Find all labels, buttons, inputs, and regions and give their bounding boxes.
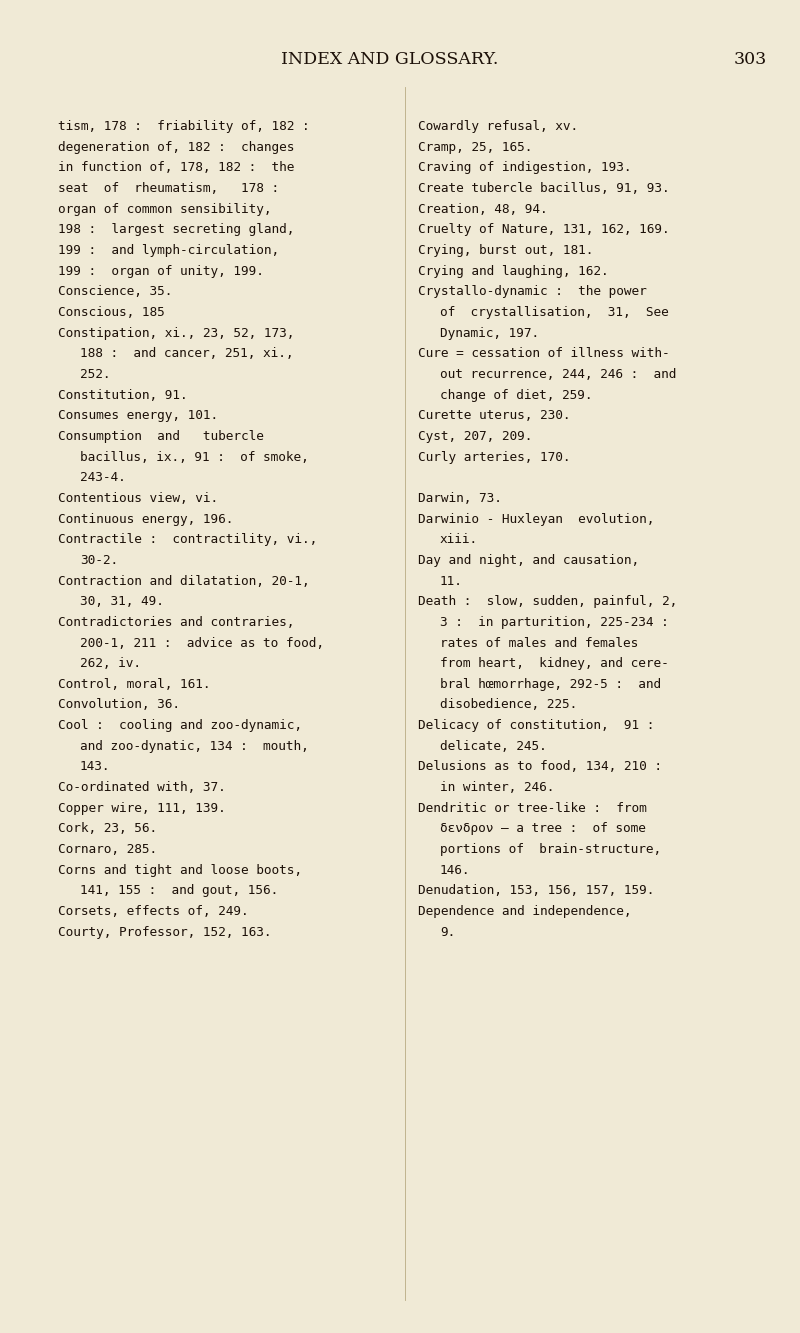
Text: 252.: 252. — [80, 368, 110, 381]
Text: degeneration of, 182 :  changes: degeneration of, 182 : changes — [58, 140, 294, 153]
Text: Co-ordinated with, 37.: Co-ordinated with, 37. — [58, 781, 226, 794]
Text: seat  of  rheumatism,   178 :: seat of rheumatism, 178 : — [58, 183, 279, 195]
Text: Courty, Professor, 152, 163.: Courty, Professor, 152, 163. — [58, 925, 271, 938]
Text: Cramp, 25, 165.: Cramp, 25, 165. — [418, 140, 532, 153]
Text: Contraction and dilatation, 20-1,: Contraction and dilatation, 20-1, — [58, 575, 310, 588]
Text: Consumption  and   tubercle: Consumption and tubercle — [58, 429, 264, 443]
Text: Cowardly refusal, xv.: Cowardly refusal, xv. — [418, 120, 578, 133]
Text: in function of, 178, 182 :  the: in function of, 178, 182 : the — [58, 161, 294, 175]
Text: and zoo-dynatic, 134 :  mouth,: and zoo-dynatic, 134 : mouth, — [80, 740, 309, 753]
Text: Corns and tight and loose boots,: Corns and tight and loose boots, — [58, 864, 302, 877]
Text: 198 :  largest secreting gland,: 198 : largest secreting gland, — [58, 224, 294, 236]
Text: change of diet, 259.: change of diet, 259. — [440, 389, 593, 401]
Text: 141, 155 :  and gout, 156.: 141, 155 : and gout, 156. — [80, 885, 278, 897]
Text: of  crystallisation,  31,  See: of crystallisation, 31, See — [440, 307, 669, 319]
Text: Curette uterus, 230.: Curette uterus, 230. — [418, 409, 570, 423]
Text: 30-2.: 30-2. — [80, 555, 118, 567]
Text: portions of  brain-structure,: portions of brain-structure, — [440, 844, 661, 856]
Text: 243-4.: 243-4. — [80, 472, 126, 484]
Text: Delusions as to food, 134, 210 :: Delusions as to food, 134, 210 : — [418, 760, 662, 773]
Text: Crying, burst out, 181.: Crying, burst out, 181. — [418, 244, 594, 257]
Text: tism, 178 :  friability of, 182 :: tism, 178 : friability of, 182 : — [58, 120, 310, 133]
Text: Contractile :  contractility, vi.,: Contractile : contractility, vi., — [58, 533, 318, 547]
Text: Consumes energy, 101.: Consumes energy, 101. — [58, 409, 218, 423]
Text: in winter, 246.: in winter, 246. — [440, 781, 554, 794]
Text: Contentious view, vi.: Contentious view, vi. — [58, 492, 218, 505]
Text: Delicacy of constitution,  91 :: Delicacy of constitution, 91 : — [418, 720, 654, 732]
Text: 11.: 11. — [440, 575, 463, 588]
Text: bacillus, ix., 91 :  of smoke,: bacillus, ix., 91 : of smoke, — [80, 451, 309, 464]
Text: Copper wire, 111, 139.: Copper wire, 111, 139. — [58, 802, 226, 814]
Text: δενδρον — a tree :  of some: δενδρον — a tree : of some — [440, 822, 646, 836]
Text: xiii.: xiii. — [440, 533, 478, 547]
Text: Darwin, 73.: Darwin, 73. — [418, 492, 502, 505]
Text: 30, 31, 49.: 30, 31, 49. — [80, 595, 164, 608]
Text: Dendritic or tree-like :  from: Dendritic or tree-like : from — [418, 802, 646, 814]
Text: from heart,  kidney, and cere-: from heart, kidney, and cere- — [440, 657, 669, 670]
Text: 9.: 9. — [440, 925, 455, 938]
Text: Create tubercle bacillus, 91, 93.: Create tubercle bacillus, 91, 93. — [418, 183, 670, 195]
Text: Dependence and independence,: Dependence and independence, — [418, 905, 631, 918]
Text: Cool :  cooling and zoo-dynamic,: Cool : cooling and zoo-dynamic, — [58, 720, 302, 732]
Text: 199 :  organ of unity, 199.: 199 : organ of unity, 199. — [58, 264, 264, 277]
Text: 3 :  in parturition, 225-234 :: 3 : in parturition, 225-234 : — [440, 616, 669, 629]
Text: Cornaro, 285.: Cornaro, 285. — [58, 844, 157, 856]
Text: Corsets, effects of, 249.: Corsets, effects of, 249. — [58, 905, 249, 918]
Text: Cure = cessation of illness with-: Cure = cessation of illness with- — [418, 347, 670, 360]
Text: disobedience, 225.: disobedience, 225. — [440, 698, 578, 712]
Text: INDEX AND GLOSSARY.: INDEX AND GLOSSARY. — [282, 52, 498, 68]
Text: Curly arteries, 170.: Curly arteries, 170. — [418, 451, 570, 464]
Text: Crying and laughing, 162.: Crying and laughing, 162. — [418, 264, 609, 277]
Text: Craving of indigestion, 193.: Craving of indigestion, 193. — [418, 161, 631, 175]
Text: Day and night, and causation,: Day and night, and causation, — [418, 555, 639, 567]
Text: out recurrence, 244, 246 :  and: out recurrence, 244, 246 : and — [440, 368, 676, 381]
Text: 262, iv.: 262, iv. — [80, 657, 141, 670]
Text: 303: 303 — [734, 52, 766, 68]
Text: 200-1, 211 :  advice as to food,: 200-1, 211 : advice as to food, — [80, 637, 324, 649]
Text: Darwinio - Huxleyan  evolution,: Darwinio - Huxleyan evolution, — [418, 513, 654, 525]
Text: Cyst, 207, 209.: Cyst, 207, 209. — [418, 429, 532, 443]
Text: Denudation, 153, 156, 157, 159.: Denudation, 153, 156, 157, 159. — [418, 885, 654, 897]
Text: Conscious, 185: Conscious, 185 — [58, 307, 165, 319]
Text: 188 :  and cancer, 251, xi.,: 188 : and cancer, 251, xi., — [80, 347, 294, 360]
Text: 146.: 146. — [440, 864, 470, 877]
Text: organ of common sensibility,: organ of common sensibility, — [58, 203, 271, 216]
Text: 143.: 143. — [80, 760, 110, 773]
Text: Continuous energy, 196.: Continuous energy, 196. — [58, 513, 234, 525]
Text: Convolution, 36.: Convolution, 36. — [58, 698, 180, 712]
Text: Death :  slow, sudden, painful, 2,: Death : slow, sudden, painful, 2, — [418, 595, 678, 608]
Text: bral hœmorrhage, 292-5 :  and: bral hœmorrhage, 292-5 : and — [440, 677, 661, 690]
Text: 199 :  and lymph-circulation,: 199 : and lymph-circulation, — [58, 244, 279, 257]
Text: rates of males and females: rates of males and females — [440, 637, 638, 649]
Text: Contradictories and contraries,: Contradictories and contraries, — [58, 616, 294, 629]
Text: Constitution, 91.: Constitution, 91. — [58, 389, 188, 401]
Text: Constipation, xi., 23, 52, 173,: Constipation, xi., 23, 52, 173, — [58, 327, 294, 340]
Text: delicate, 245.: delicate, 245. — [440, 740, 546, 753]
Text: Conscience, 35.: Conscience, 35. — [58, 285, 172, 299]
Text: Creation, 48, 94.: Creation, 48, 94. — [418, 203, 548, 216]
Text: Control, moral, 161.: Control, moral, 161. — [58, 677, 210, 690]
Text: Cork, 23, 56.: Cork, 23, 56. — [58, 822, 157, 836]
Text: Dynamic, 197.: Dynamic, 197. — [440, 327, 539, 340]
Text: Cruelty of Nature, 131, 162, 169.: Cruelty of Nature, 131, 162, 169. — [418, 224, 670, 236]
Text: Crystallo-dynamic :  the power: Crystallo-dynamic : the power — [418, 285, 646, 299]
